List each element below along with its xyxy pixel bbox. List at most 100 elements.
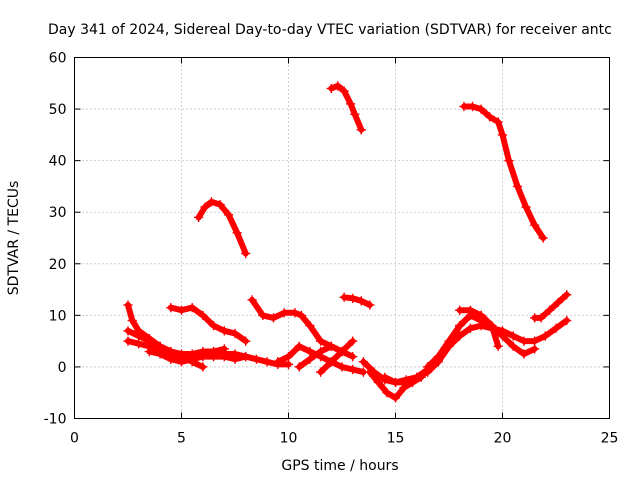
data-point	[133, 338, 144, 349]
data-point	[382, 387, 392, 398]
data-point	[133, 331, 144, 341]
series-arc-j	[339, 292, 375, 310]
data-point	[476, 320, 486, 331]
data-point	[465, 323, 476, 333]
y-tick-label: 0	[58, 360, 67, 376]
data-point	[208, 320, 219, 331]
data-point	[200, 202, 210, 212]
series-band	[531, 291, 570, 321]
data-point	[422, 362, 433, 372]
data-point	[553, 297, 563, 308]
data-point	[251, 354, 262, 364]
series-arc-p	[529, 289, 572, 323]
data-point	[127, 315, 138, 326]
y-tick-label: 40	[49, 154, 67, 170]
data-point	[123, 326, 133, 336]
data-point	[208, 346, 219, 357]
data-point	[512, 181, 523, 192]
data-point	[240, 336, 251, 346]
data-point	[504, 155, 514, 166]
series-arc-i	[315, 336, 358, 377]
data-point	[230, 354, 240, 364]
data-point	[459, 101, 469, 112]
data-point	[198, 349, 208, 359]
y-axis-label: SDTVAR / TECUs	[6, 181, 22, 296]
y-tick-label: -10	[44, 412, 67, 428]
data-series	[123, 81, 572, 403]
plot-frame	[74, 57, 610, 419]
data-point	[326, 83, 337, 94]
series-arc-high-2	[459, 101, 548, 243]
y-tick-label: 60	[49, 51, 67, 67]
data-point	[326, 357, 337, 367]
data-point	[401, 375, 411, 385]
data-point	[144, 336, 155, 346]
data-point	[176, 305, 187, 315]
data-point	[465, 305, 476, 315]
data-point	[399, 382, 409, 393]
data-point	[497, 331, 508, 341]
x-tick-label: 25	[601, 431, 619, 447]
data-point	[412, 372, 422, 382]
data-point	[206, 197, 217, 207]
data-point	[315, 336, 326, 346]
x-tick-label: 20	[494, 431, 512, 447]
data-point	[390, 393, 401, 403]
data-point	[493, 117, 503, 127]
data-point	[166, 302, 176, 313]
data-point	[223, 210, 234, 220]
data-point	[193, 212, 204, 223]
data-point	[484, 112, 495, 122]
x-axis-label: GPS time / hours	[281, 458, 398, 474]
data-point	[279, 308, 289, 318]
data-point	[305, 320, 315, 331]
data-point	[497, 130, 508, 140]
data-point	[390, 377, 401, 388]
y-tick-label: 50	[49, 102, 67, 118]
data-point	[283, 351, 294, 362]
data-point	[315, 346, 326, 357]
data-point	[339, 292, 349, 303]
data-point	[454, 320, 465, 331]
series-arc-e	[166, 302, 251, 346]
data-point	[454, 305, 465, 315]
data-point	[247, 295, 257, 305]
data-point	[356, 124, 367, 135]
series-arc-l	[365, 367, 426, 403]
data-point	[519, 349, 529, 359]
data-point	[219, 344, 230, 354]
data-point	[337, 362, 347, 372]
data-point	[380, 372, 390, 382]
data-point	[294, 362, 304, 372]
data-point	[294, 341, 304, 352]
series-band	[461, 103, 547, 241]
data-point	[493, 341, 503, 352]
data-point	[198, 362, 208, 372]
data-point	[536, 313, 546, 323]
data-point	[232, 228, 242, 238]
data-point	[215, 199, 225, 210]
x-tick-label: 5	[177, 431, 186, 447]
data-point	[155, 341, 165, 352]
data-point	[305, 354, 315, 364]
data-point	[561, 289, 572, 300]
series-arc-o	[454, 305, 540, 359]
data-point	[454, 331, 465, 341]
data-point	[529, 336, 540, 346]
data-point	[358, 357, 369, 367]
data-point	[365, 300, 375, 310]
data-point	[187, 302, 197, 313]
series-band	[249, 296, 345, 355]
data-point	[529, 344, 540, 354]
data-point	[337, 346, 347, 357]
data-point	[538, 233, 548, 243]
chart-title: Day 341 of 2024, Sidereal Day-to-day VTE…	[48, 22, 612, 38]
data-point	[123, 300, 133, 310]
data-point	[290, 308, 300, 318]
x-tick-label: 15	[387, 431, 405, 447]
data-point	[540, 331, 551, 341]
data-point	[144, 346, 155, 357]
data-point	[476, 310, 486, 321]
data-point	[347, 293, 358, 304]
